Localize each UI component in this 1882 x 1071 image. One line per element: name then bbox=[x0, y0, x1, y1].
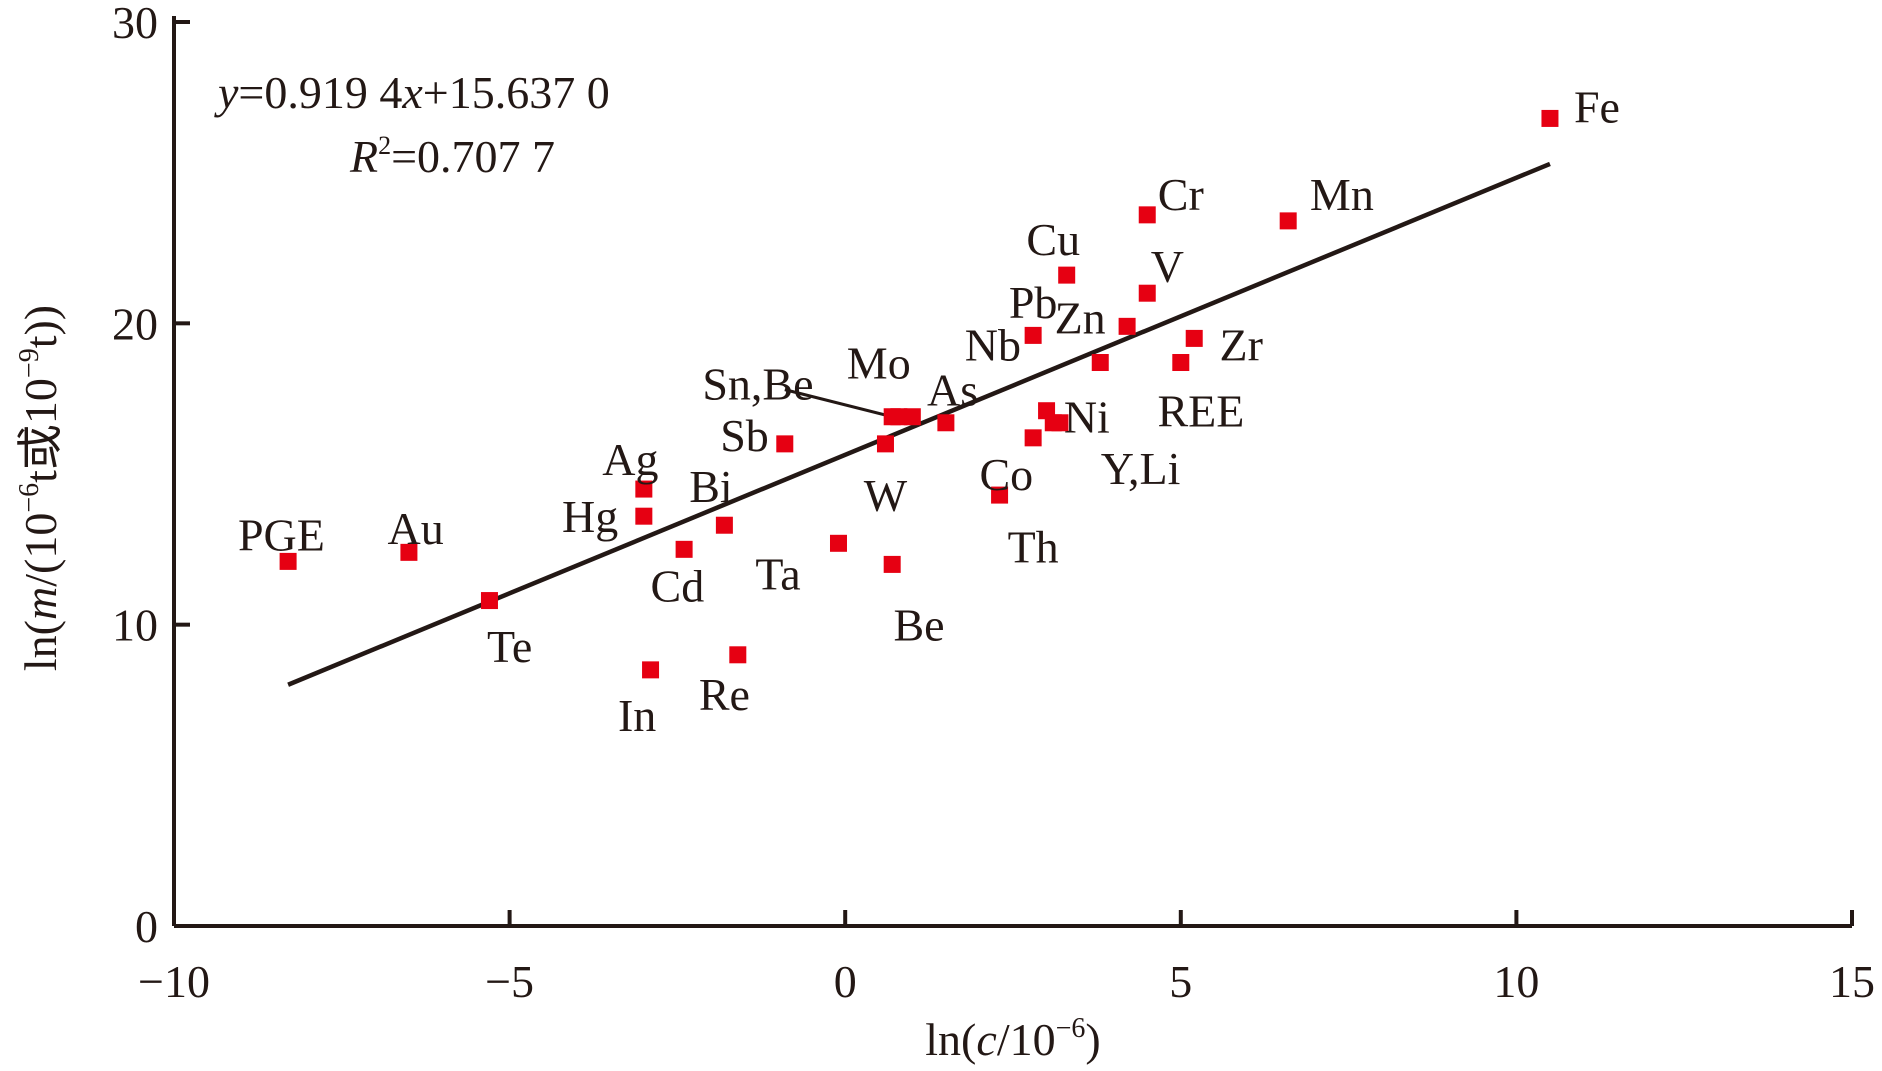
label-zn: Zn bbox=[1055, 292, 1106, 343]
point-au bbox=[400, 543, 418, 561]
x-title-variable: c bbox=[976, 1014, 996, 1065]
y-title-unit: /(10 bbox=[15, 513, 66, 587]
x-tick-label: −10 bbox=[138, 956, 210, 1007]
y-axis-title: ln(m/(10−6t或10−9t)) bbox=[14, 305, 66, 671]
point-cu bbox=[1058, 266, 1076, 284]
x-title-close: ) bbox=[1085, 1014, 1100, 1065]
point-te bbox=[480, 592, 498, 610]
label-ta: Ta bbox=[755, 548, 800, 599]
y-title-middle: t或10 bbox=[15, 378, 66, 483]
point-be bbox=[883, 555, 901, 573]
sn-be-leader-line bbox=[784, 388, 893, 419]
label-cd: Cd bbox=[651, 560, 705, 611]
point-pb bbox=[1091, 354, 1109, 372]
label-mo: Mo bbox=[847, 338, 911, 389]
point-zr bbox=[1185, 329, 1203, 347]
r-squared: R2=0.707 7 bbox=[349, 131, 555, 182]
point-zn bbox=[1118, 317, 1136, 335]
label-re: Re bbox=[699, 669, 750, 720]
point-v bbox=[1138, 284, 1156, 302]
equation-intercept: +15.637 0 bbox=[423, 67, 610, 118]
label-ag: Ag bbox=[602, 434, 658, 485]
label-cu: Cu bbox=[1026, 214, 1080, 265]
regression-equation: y=0.919 4x+15.637 0 bbox=[214, 67, 610, 118]
label-cr: Cr bbox=[1158, 169, 1204, 220]
point-w bbox=[876, 435, 894, 453]
label-sn-be: Sn,Be bbox=[702, 359, 813, 410]
point-ta bbox=[829, 534, 847, 552]
x-tick-label: 0 bbox=[834, 956, 857, 1007]
point-mn bbox=[1279, 212, 1297, 230]
label-mn: Mn bbox=[1310, 169, 1374, 220]
label-pb: Pb bbox=[1009, 277, 1058, 328]
point-cd bbox=[675, 540, 693, 558]
y-tick-label: 10 bbox=[112, 600, 158, 651]
point-nb bbox=[1024, 326, 1042, 344]
point-th bbox=[991, 486, 1009, 504]
label-v: V bbox=[1151, 241, 1184, 292]
point-ag bbox=[635, 480, 653, 498]
point-cr bbox=[1138, 206, 1156, 224]
point-li bbox=[1051, 414, 1069, 432]
label-as: As bbox=[927, 365, 978, 416]
x-tick-label: 15 bbox=[1829, 956, 1875, 1007]
point-pge bbox=[279, 552, 297, 570]
x-title-unit: /10 bbox=[997, 1014, 1056, 1065]
y-axis-ticks: 0 10 20 30 bbox=[112, 0, 190, 952]
y-tick-label: 0 bbox=[135, 901, 158, 952]
r-squared-symbol: R bbox=[349, 131, 378, 182]
point-bi bbox=[715, 516, 733, 534]
point-hg bbox=[635, 507, 653, 525]
x-tick-label: 10 bbox=[1493, 956, 1539, 1007]
label-au: Au bbox=[388, 503, 444, 554]
point-fe bbox=[1541, 109, 1559, 127]
x-tick-label: −5 bbox=[485, 956, 534, 1007]
r-squared-value: =0.707 7 bbox=[391, 131, 555, 182]
x-tick-label: 5 bbox=[1169, 956, 1192, 1007]
label-in: In bbox=[618, 690, 656, 741]
label-w: W bbox=[864, 470, 908, 521]
label-th: Th bbox=[1008, 521, 1059, 572]
x-axis-title: ln(c/10−6) bbox=[925, 1013, 1100, 1065]
equation-y-variable: y bbox=[214, 67, 239, 118]
y-tick-label: 20 bbox=[112, 298, 158, 349]
label-bi: Bi bbox=[689, 461, 732, 512]
y-title-suffix: t)) bbox=[15, 305, 66, 348]
label-pge: PGE bbox=[238, 509, 325, 560]
x-title-prefix: ln( bbox=[925, 1014, 976, 1065]
r-squared-exponent: 2 bbox=[378, 131, 391, 160]
x-axis-ticks: −10 −5 0 5 10 15 bbox=[138, 910, 1875, 1007]
label-hg: Hg bbox=[562, 491, 618, 542]
point-as bbox=[937, 414, 955, 432]
point-be bbox=[890, 408, 908, 426]
label-ree: REE bbox=[1157, 386, 1244, 437]
label-be: Be bbox=[893, 600, 944, 651]
label-zr: Zr bbox=[1219, 319, 1262, 370]
label-sb: Sb bbox=[720, 410, 769, 461]
point-mo bbox=[903, 408, 921, 426]
point-ree bbox=[1172, 354, 1190, 372]
y-title-variable: m bbox=[15, 587, 66, 620]
label-co: Co bbox=[979, 449, 1033, 500]
y-tick-label: 30 bbox=[112, 0, 158, 48]
point-in bbox=[642, 661, 660, 679]
label-fe: Fe bbox=[1574, 81, 1620, 132]
point-re bbox=[729, 646, 747, 664]
y-title-exponent-2: −9 bbox=[14, 348, 45, 378]
equation-coefficient: =0.919 4 bbox=[238, 67, 402, 118]
y-title-exponent-1: −6 bbox=[14, 483, 45, 513]
label-nb: Nb bbox=[965, 319, 1021, 370]
x-title-exponent: −6 bbox=[1056, 1013, 1086, 1044]
label-te: Te bbox=[487, 621, 532, 672]
data-points bbox=[279, 109, 1559, 679]
y-title-prefix: ln( bbox=[15, 620, 66, 671]
point-co bbox=[1024, 429, 1042, 447]
label-ni: Ni bbox=[1064, 392, 1110, 443]
equation-x-variable: x bbox=[401, 67, 423, 118]
label-y-li: Y,Li bbox=[1101, 443, 1181, 494]
point-sb bbox=[776, 435, 794, 453]
